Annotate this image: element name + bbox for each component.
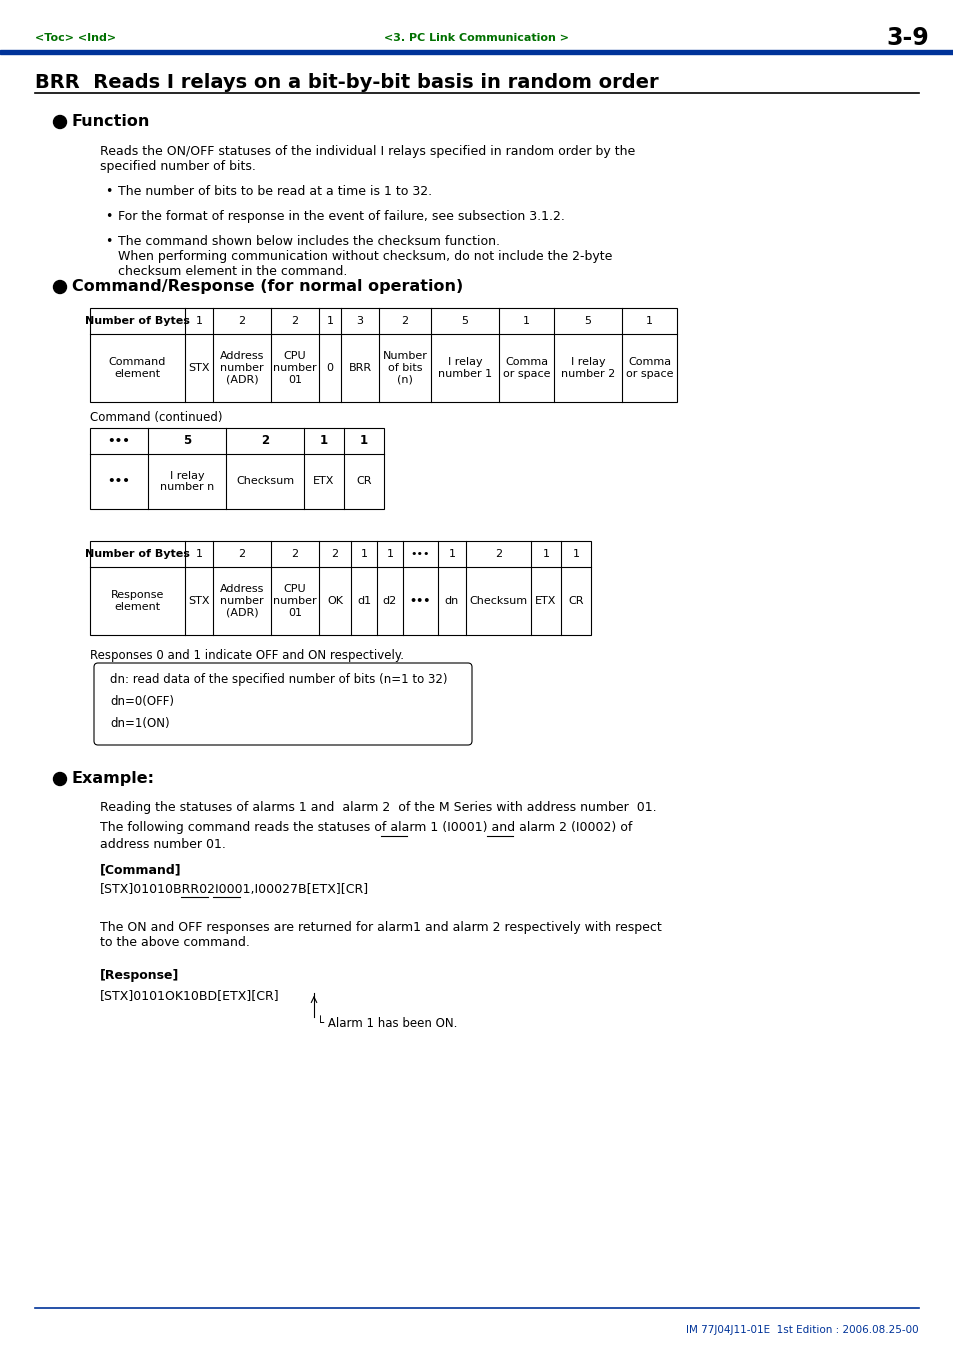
- Text: 2: 2: [291, 316, 298, 326]
- Text: Number of Bytes: Number of Bytes: [85, 549, 190, 559]
- Text: Example:: Example:: [71, 771, 154, 786]
- Text: 5: 5: [461, 316, 468, 326]
- Text: 1: 1: [448, 549, 455, 559]
- Text: Command (continued): Command (continued): [90, 412, 222, 424]
- Text: [STX]01010BRR02I0001,I00027B[ETX][CR]: [STX]01010BRR02I0001,I00027B[ETX][CR]: [100, 884, 369, 896]
- Text: 2: 2: [238, 549, 245, 559]
- Text: [Response]: [Response]: [100, 969, 179, 982]
- Text: ETX: ETX: [313, 477, 335, 486]
- Text: Command
element: Command element: [109, 357, 166, 378]
- Text: 0: 0: [326, 363, 334, 373]
- Text: 1: 1: [542, 549, 549, 559]
- Text: 2: 2: [261, 435, 269, 447]
- Text: dn=0(OFF): dn=0(OFF): [110, 694, 173, 708]
- Bar: [0, 50, 953, 54]
- Text: CPU
number
01: CPU number 01: [273, 585, 316, 617]
- Text: 1: 1: [572, 549, 578, 559]
- Text: CR: CR: [355, 477, 372, 486]
- Circle shape: [53, 115, 67, 128]
- Text: 2: 2: [238, 316, 245, 326]
- Text: The command shown below includes the checksum function.
When performing communic: The command shown below includes the che…: [118, 235, 612, 278]
- Text: dn: dn: [444, 596, 458, 607]
- Text: OK: OK: [327, 596, 343, 607]
- Text: dn: read data of the specified number of bits (n=1 to 32): dn: read data of the specified number of…: [110, 673, 447, 685]
- Text: 1: 1: [319, 435, 328, 447]
- Text: ETX: ETX: [535, 596, 557, 607]
- Text: 2: 2: [401, 316, 408, 326]
- Text: 1: 1: [195, 549, 202, 559]
- Text: Address
number
(ADR): Address number (ADR): [219, 351, 264, 385]
- Text: •••: •••: [108, 435, 131, 447]
- Text: Responses 0 and 1 indicate OFF and ON respectively.: Responses 0 and 1 indicate OFF and ON re…: [90, 648, 403, 662]
- Text: •: •: [105, 209, 112, 223]
- Text: The ON and OFF responses are returned for alarm1 and alarm 2 respectively with r: The ON and OFF responses are returned fo…: [100, 921, 661, 948]
- Text: address number 01.: address number 01.: [100, 838, 226, 851]
- Text: STX: STX: [188, 596, 210, 607]
- Text: 2: 2: [291, 549, 298, 559]
- Text: STX: STX: [188, 363, 210, 373]
- Text: Checksum: Checksum: [235, 477, 294, 486]
- Bar: [90, 428, 384, 509]
- Text: BRR  Reads I relays on a bit-by-bit basis in random order: BRR Reads I relays on a bit-by-bit basis…: [35, 73, 658, 92]
- FancyBboxPatch shape: [94, 663, 472, 744]
- Text: Address
number
(ADR): Address number (ADR): [219, 585, 264, 617]
- Text: I relay
number 2: I relay number 2: [560, 357, 615, 378]
- Text: Comma
or space: Comma or space: [625, 357, 673, 378]
- Text: Comma
or space: Comma or space: [502, 357, 550, 378]
- Text: CR: CR: [568, 596, 583, 607]
- Text: •: •: [105, 235, 112, 249]
- Text: Checksum: Checksum: [469, 596, 527, 607]
- Text: BRR: BRR: [348, 363, 371, 373]
- Text: •••: •••: [410, 596, 431, 607]
- Text: 5: 5: [183, 435, 191, 447]
- Text: Reads the ON/OFF statuses of the individual I relays specified in random order b: Reads the ON/OFF statuses of the individ…: [100, 145, 635, 173]
- Text: d2: d2: [382, 596, 396, 607]
- Text: The following command reads the statuses of alarm 1 (I0001) and alarm 2 (I0002) : The following command reads the statuses…: [100, 821, 632, 834]
- Text: CPU
number
01: CPU number 01: [273, 351, 316, 385]
- Text: <Toc> <Ind>: <Toc> <Ind>: [35, 32, 116, 43]
- Text: I relay
number n: I relay number n: [160, 470, 213, 492]
- Text: •••: •••: [108, 476, 131, 488]
- Circle shape: [53, 281, 67, 293]
- Text: 1: 1: [645, 316, 652, 326]
- Text: [STX]0101OK10BD[ETX][CR]: [STX]0101OK10BD[ETX][CR]: [100, 989, 279, 1002]
- Circle shape: [53, 773, 67, 785]
- Text: 1: 1: [386, 549, 393, 559]
- Text: IM 77J04J11-01E  1st Edition : 2006.08.25-00: IM 77J04J11-01E 1st Edition : 2006.08.25…: [685, 1325, 918, 1335]
- Text: Function: Function: [71, 115, 151, 130]
- Text: [Command]: [Command]: [100, 863, 181, 875]
- Text: •••: •••: [411, 549, 430, 559]
- Text: 5: 5: [584, 316, 591, 326]
- Text: 3-9: 3-9: [885, 26, 928, 50]
- Text: 1: 1: [359, 435, 368, 447]
- Text: <3. PC Link Communication >: <3. PC Link Communication >: [384, 32, 569, 43]
- Text: └ Alarm 1 has been ON.: └ Alarm 1 has been ON.: [316, 1017, 456, 1029]
- Text: The number of bits to be read at a time is 1 to 32.: The number of bits to be read at a time …: [118, 185, 432, 199]
- Text: Command/Response (for normal operation): Command/Response (for normal operation): [71, 280, 463, 295]
- Text: For the format of response in the event of failure, see subsection 3.1.2.: For the format of response in the event …: [118, 209, 564, 223]
- Text: •: •: [105, 185, 112, 199]
- Text: Number of Bytes: Number of Bytes: [85, 316, 190, 326]
- Text: 1: 1: [522, 316, 530, 326]
- Text: 2: 2: [331, 549, 338, 559]
- Text: 3: 3: [356, 316, 363, 326]
- Text: 1: 1: [195, 316, 202, 326]
- Text: dn=1(ON): dn=1(ON): [110, 716, 170, 730]
- Text: Number
of bits
(n): Number of bits (n): [382, 351, 427, 385]
- Text: I relay
number 1: I relay number 1: [437, 357, 492, 378]
- Bar: [90, 308, 677, 403]
- Text: d1: d1: [356, 596, 371, 607]
- Bar: [90, 540, 590, 635]
- Text: 1: 1: [360, 549, 367, 559]
- Text: 1: 1: [326, 316, 334, 326]
- Text: Reading the statuses of alarms 1 and  alarm 2  of the M Series with address numb: Reading the statuses of alarms 1 and ala…: [100, 801, 656, 815]
- Text: Response
element: Response element: [111, 590, 164, 612]
- Text: 2: 2: [495, 549, 501, 559]
